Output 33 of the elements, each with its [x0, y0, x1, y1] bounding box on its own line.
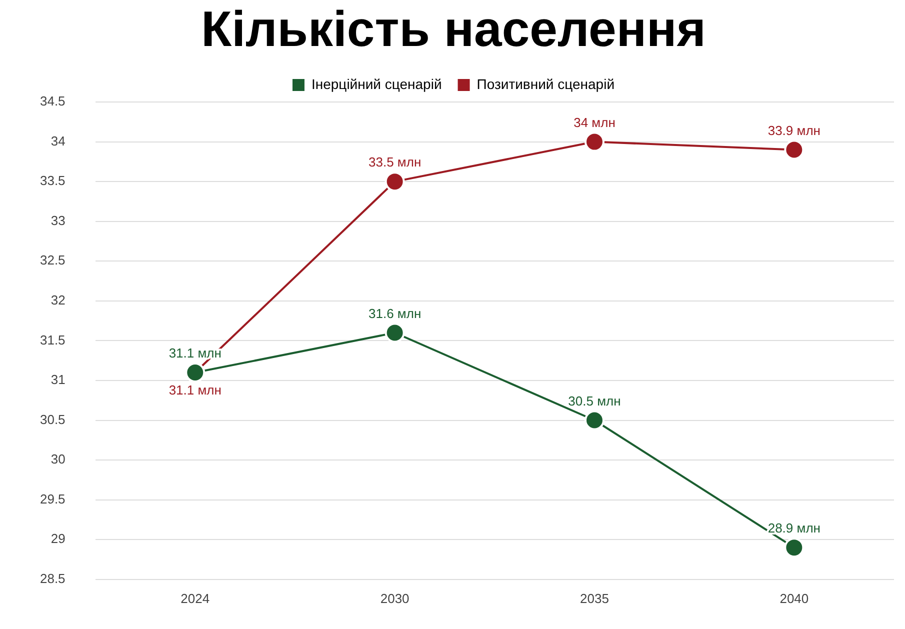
data-label: 31.6 млн — [368, 306, 422, 321]
data-label: 33.5 млн — [368, 154, 422, 170]
data-label: 31.1 млн — [168, 382, 222, 398]
y-tick-label: 33 — [50, 212, 66, 228]
y-tick-label: 30.5 — [40, 412, 66, 427]
y-tick-label: 30 — [50, 452, 66, 467]
point — [784, 538, 804, 558]
data-label: 28.9 млн — [768, 520, 820, 536]
y-tick-label: 34.5 — [40, 94, 66, 109]
y-tick-label: 32.5 — [40, 252, 66, 268]
x-tick-label: 2040 — [780, 590, 809, 606]
data-label: 33.9 млн — [768, 122, 820, 138]
y-tick-label: 31 — [50, 372, 66, 388]
legend-label: Позитивний сценарій — [476, 76, 615, 92]
point — [784, 140, 804, 160]
y-tick-label: 31.5 — [40, 332, 66, 348]
y-tick-label: 32 — [50, 292, 66, 308]
point — [584, 132, 604, 152]
y-tick-label: 29.5 — [40, 491, 66, 506]
x-tick-label: 2024 — [180, 590, 210, 606]
point — [384, 172, 405, 192]
y-tick-label: 28.5 — [40, 570, 66, 586]
y-tick-label: 29 — [50, 531, 66, 546]
chart-title: Кількість населення — [201, 0, 706, 57]
data-label: 30.5 млн — [568, 393, 621, 408]
point — [384, 322, 405, 343]
legend-label: Інерційний сценарій — [311, 76, 442, 92]
y-tick-label: 34 — [50, 133, 66, 148]
x-tick-label: 2035 — [580, 590, 609, 606]
data-label: 34 млн — [574, 114, 616, 130]
point — [584, 410, 604, 430]
x-tick-label: 2030 — [380, 590, 410, 606]
y-tick-label: 33.5 — [40, 173, 66, 188]
